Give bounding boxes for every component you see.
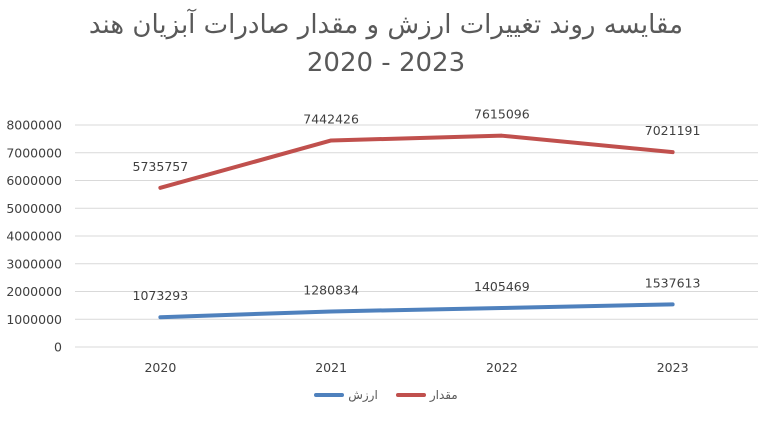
y-tick-label: 2000000 (6, 284, 62, 299)
series-line-1 (158, 133, 675, 190)
data-label: 7615096 (474, 107, 530, 122)
chart-subtitle: 2020 - 2023 (306, 48, 466, 78)
data-label: 1280834 (303, 282, 359, 297)
y-tick-label: 7000000 (6, 145, 62, 160)
y-tick-label: 6000000 (6, 173, 62, 188)
gridlines (75, 124, 758, 348)
data-labels: 1073293 1280834 1405469 1537613 5735757 74424… (133, 107, 701, 304)
legend-item: مقدار (395, 388, 458, 402)
legend-label: ارزش (348, 388, 378, 402)
y-tick-label: 4000000 (6, 229, 62, 244)
y-tick-label: 5000000 (6, 201, 62, 216)
series-line-0 (158, 302, 675, 320)
y-tick-label: 0 (54, 340, 62, 355)
x-tick-label: 2022 (486, 360, 518, 375)
data-label: 1537613 (645, 275, 701, 290)
chart-title: مقایسه روند تغییرات ارزش و مقدار صادرات … (0, 6, 772, 82)
legend-swatch (314, 393, 345, 397)
chart-title-text: مقایسه روند تغییرات ارزش و مقدار صادرات … (88, 10, 684, 40)
y-axis: 0 1000000 2000000 3000000 4000000 5000000 6000… (6, 118, 62, 355)
data-label: 1073293 (133, 288, 189, 303)
data-label: 7021191 (645, 123, 701, 138)
data-label: 5735757 (133, 159, 189, 174)
x-tick-label: 2023 (657, 360, 689, 375)
y-tick-label: 1000000 (6, 312, 62, 327)
y-tick-label: 8000000 (6, 118, 62, 133)
x-tick-label: 2020 (144, 360, 176, 375)
legend-label: مقدار (429, 388, 458, 402)
y-tick-label: 3000000 (6, 256, 62, 271)
data-label: 1405469 (474, 279, 530, 294)
data-label: 7442426 (303, 111, 359, 126)
legend-item: ارزش (314, 388, 378, 402)
legend-swatch (395, 393, 426, 397)
series-lines (158, 133, 675, 320)
legend: ارزش مقدار (0, 388, 772, 402)
x-axis: 2020 2021 2022 2023 (144, 360, 688, 375)
x-tick-label: 2021 (315, 360, 347, 375)
